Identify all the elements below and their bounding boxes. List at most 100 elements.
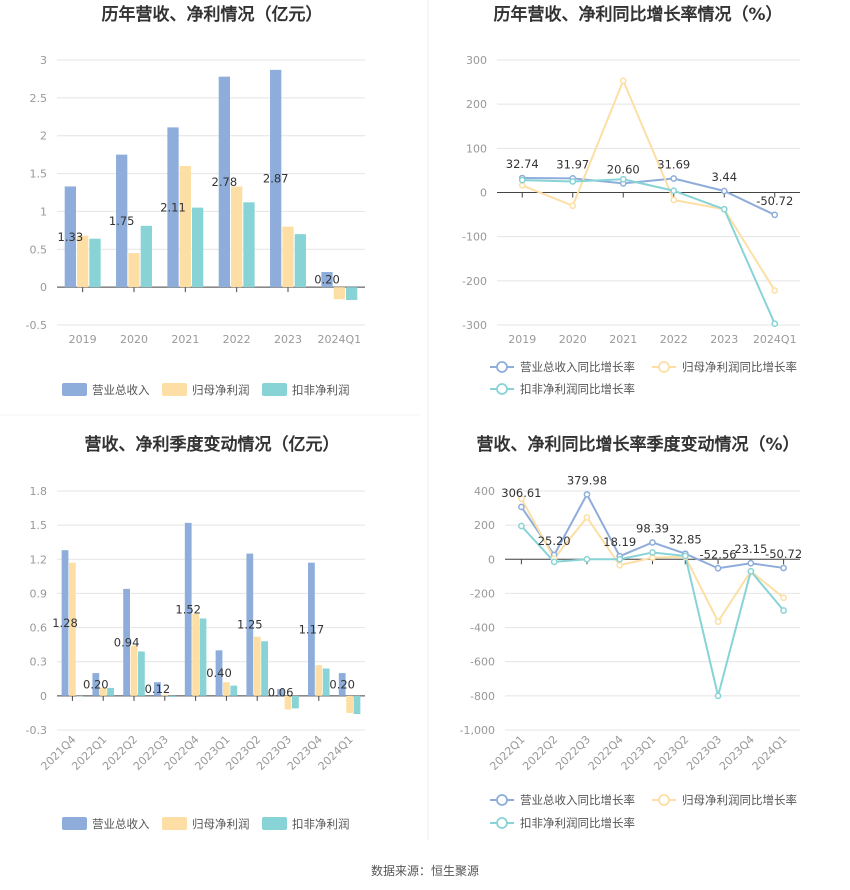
data-label: 0.12: [145, 682, 171, 696]
legend-swatch-marker: [496, 817, 508, 829]
data-label: 31.69: [657, 158, 690, 172]
legend-label: 归母净利润同比增长率: [682, 793, 797, 807]
data-label: 1.28: [52, 616, 78, 630]
x-tick-label: 2023Q3: [684, 733, 724, 773]
chart-title: 历年营收、净利同比增长率情况（%）: [493, 4, 782, 25]
bar-1-2024Q1: [321, 272, 333, 288]
data-label: 3.44: [711, 170, 737, 184]
data-label: 32.74: [506, 157, 539, 171]
series-line-3: [522, 178, 776, 325]
point-1-2022Q3: [583, 491, 591, 498]
data-label: 0.06: [268, 685, 294, 699]
data-label: 31.97: [556, 157, 589, 171]
x-tick-label: 2023Q2: [651, 733, 691, 773]
data-label: 23.15: [734, 542, 767, 556]
y-tick-label: -0.3: [26, 724, 47, 737]
bar-1-2024Q1: [338, 673, 346, 696]
bar-1-2023: [270, 69, 282, 288]
y-tick-label: -800: [470, 690, 495, 703]
point-3-2022: [670, 187, 678, 195]
legend-label: 归母净利润同比增长率: [682, 360, 797, 374]
point-3-2021: [619, 175, 627, 183]
point-3-2022Q3: [583, 555, 591, 563]
data-label: 32.85: [669, 533, 702, 547]
bar-3-2022: [243, 202, 255, 288]
data-label: -52.56: [700, 547, 737, 561]
data-label: 0.94: [114, 635, 140, 649]
data-label: 20.60: [607, 162, 640, 176]
point-3-2023Q3: [714, 692, 722, 700]
bar-1-2020: [116, 154, 128, 288]
point-2-2022Q4: [616, 561, 624, 569]
y-tick-label: -0.5: [26, 319, 47, 332]
y-tick-label: 1: [40, 205, 47, 218]
y-tick-label: 0.6: [30, 622, 48, 635]
bar-3-2023Q1: [230, 685, 238, 696]
legend-swatch: [262, 383, 287, 396]
point-1-2022Q1: [518, 503, 525, 511]
y-tick-label: 1.5: [30, 519, 48, 532]
data-label: 2.78: [212, 175, 238, 189]
y-tick-label: 0.5: [30, 243, 48, 256]
bar-1-2023Q3: [277, 689, 284, 696]
legend-label: 扣非净利润: [292, 383, 350, 397]
y-tick-label: 400: [474, 485, 495, 498]
legend-label: 扣非净利润同比增长率: [520, 382, 635, 396]
bar-3-2023: [294, 234, 306, 288]
bar-1-2022Q4: [184, 522, 192, 696]
point-2-2022Q1: [518, 495, 525, 503]
point-2-2022: [670, 196, 678, 204]
y-tick-label: 0.3: [30, 656, 48, 669]
legend-label: 归母净利润: [192, 383, 250, 397]
bar-2-2022Q4: [192, 613, 199, 696]
bar-2-2023: [282, 226, 294, 288]
legend-label: 营业总收入: [92, 383, 150, 397]
y-tick-label: 2.5: [30, 92, 48, 105]
y-tick-label: 3: [40, 54, 47, 67]
x-tick-label: 2020: [559, 333, 587, 346]
bar-3-2022Q4: [199, 618, 207, 696]
bar-1-2021: [167, 127, 179, 288]
data-label: 0.20: [314, 273, 340, 287]
legend-label: 归母净利润: [192, 817, 250, 831]
point-1-2024Q1: [780, 564, 787, 572]
y-tick-label: -100: [462, 231, 487, 244]
y-tick-label: 0: [480, 187, 487, 200]
bar-3-2023Q4: [322, 668, 330, 696]
point-3-2024Q1: [780, 607, 787, 614]
y-tick-label: -1,000: [460, 724, 495, 737]
point-1-2023Q3: [714, 564, 722, 572]
bar-1-2019: [64, 186, 76, 288]
y-tick-label: 200: [466, 98, 487, 111]
data-label: 306.61: [501, 486, 541, 500]
point-3-2023Q1: [649, 549, 656, 556]
bar-1-2022Q2: [123, 588, 130, 696]
y-tick-label: -600: [470, 656, 495, 669]
data-label: 25.20: [538, 534, 571, 548]
data-label: -50.72: [765, 547, 802, 561]
y-tick-label: 0: [488, 553, 495, 566]
y-tick-label: 1.8: [30, 485, 48, 498]
x-tick-label: 2022: [223, 333, 251, 346]
bar-1-2022Q3: [154, 682, 161, 696]
data-label: 1.17: [299, 622, 325, 636]
legend-label: 营业总收入: [92, 817, 150, 831]
x-tick-label: 2022Q4: [586, 733, 626, 773]
data-label: 0.20: [329, 677, 355, 691]
bar-1-2023Q1: [215, 650, 223, 696]
y-tick-label: -200: [470, 587, 495, 600]
legend-swatch-marker: [496, 794, 508, 806]
y-tick-label: -200: [462, 275, 487, 288]
x-tick-label: 2022Q3: [553, 733, 593, 773]
bar-3-2023Q3: [292, 695, 299, 709]
series-line-2: [521, 78, 776, 292]
data-label: 0.20: [83, 677, 109, 691]
point-2-2021: [619, 77, 627, 85]
data-label: 0.40: [206, 666, 232, 680]
point-1-2024Q1: [771, 211, 779, 219]
series-line-1: [522, 177, 776, 216]
y-tick-label: 0: [40, 281, 47, 294]
x-tick-label: 2024Q1: [318, 333, 362, 346]
bar-2-2023Q3: [284, 695, 292, 710]
chart-title: 营收、净利同比增长率季度变动情况（%）: [476, 434, 799, 455]
